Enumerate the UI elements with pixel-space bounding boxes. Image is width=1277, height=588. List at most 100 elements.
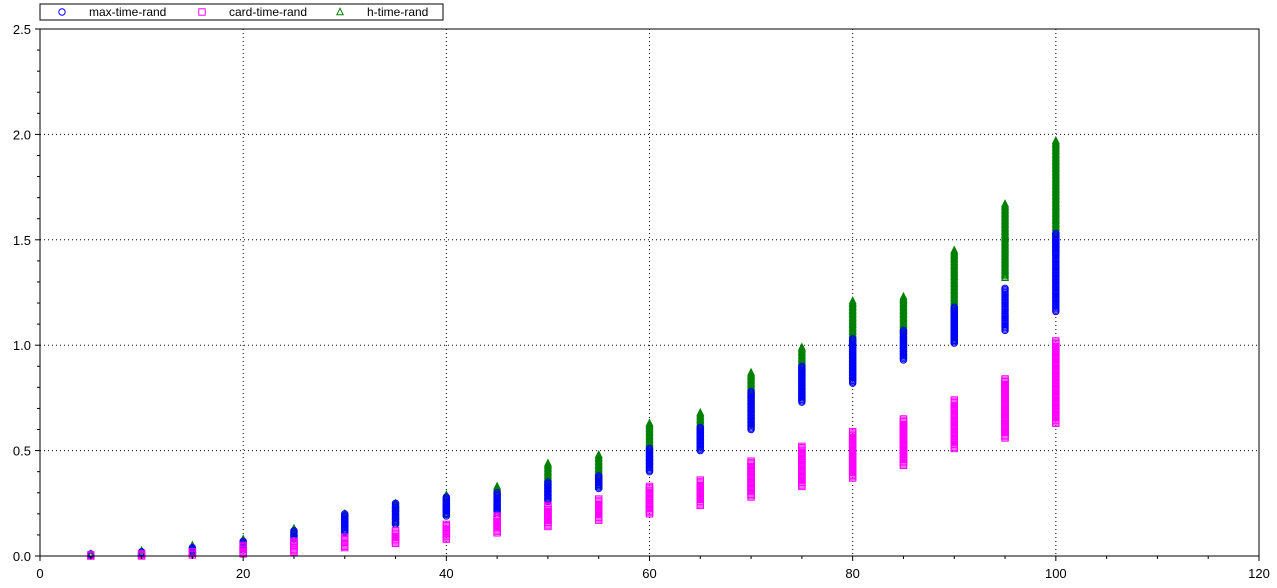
data-point	[188, 548, 197, 556]
data-column	[442, 520, 451, 543]
data-column	[798, 442, 806, 491]
x-tick-label: 20	[236, 566, 250, 581]
data-point	[848, 296, 857, 305]
data-point	[239, 537, 247, 545]
data-point	[645, 419, 654, 428]
data-point	[341, 533, 349, 541]
legend-label: card-time-rand	[229, 5, 307, 19]
data-point	[848, 297, 857, 306]
data-point	[899, 326, 908, 335]
y-tick-label: 1.5	[13, 233, 31, 248]
series-max-time-rand	[87, 229, 1060, 560]
data-point	[1001, 375, 1009, 383]
data-point	[544, 501, 552, 510]
data-point	[1001, 284, 1009, 292]
data-point	[594, 451, 603, 460]
data-point	[797, 343, 806, 352]
data-column	[848, 427, 857, 482]
data-point	[1051, 137, 1060, 146]
data-point	[442, 493, 451, 501]
plot-frame	[39, 28, 1260, 557]
data-point	[543, 459, 552, 468]
x-tick-label: 120	[1248, 566, 1270, 581]
data-point	[1052, 337, 1060, 345]
legend-marker	[335, 7, 345, 16]
data-column	[899, 326, 908, 364]
data-point	[798, 362, 806, 370]
data-column	[391, 527, 400, 548]
legend-marker	[198, 8, 206, 16]
data-point	[747, 457, 755, 465]
x-tick-label: 40	[439, 566, 453, 581]
data-point	[239, 541, 247, 550]
data-point	[391, 499, 400, 507]
data-column	[493, 512, 501, 537]
data-point	[645, 444, 654, 453]
data-point	[543, 458, 552, 467]
y-tick-label: 1.0	[13, 338, 31, 353]
data-point	[696, 407, 705, 416]
data-column	[645, 444, 654, 476]
data-point	[1001, 199, 1010, 208]
series-card-time-rand	[87, 337, 1060, 560]
data-column	[950, 303, 958, 347]
data-column	[645, 482, 654, 518]
data-point	[950, 245, 959, 254]
x-axis-tick-labels: 0 20 40 60 80 100 120	[36, 566, 1269, 581]
data-point	[848, 427, 857, 436]
data-point	[848, 335, 857, 343]
data-column	[442, 493, 451, 520]
data-column	[848, 335, 857, 387]
data-column	[239, 541, 247, 558]
data-point	[950, 246, 959, 255]
grid-lines	[40, 29, 1259, 556]
data-point	[290, 537, 298, 545]
data-point	[645, 418, 654, 427]
data-column	[1001, 284, 1009, 335]
data-column	[1001, 375, 1009, 442]
data-point	[950, 396, 958, 404]
data-column	[544, 501, 552, 531]
data-point	[391, 527, 400, 535]
data-column	[595, 472, 603, 493]
x-tick-label: 0	[36, 566, 43, 581]
data-point	[493, 489, 501, 497]
data-column	[696, 476, 704, 510]
data-marks	[86, 135, 1060, 560]
data-point	[899, 291, 908, 300]
y-tick-label: 0.5	[13, 444, 31, 459]
legend-box	[39, 3, 444, 21]
data-column	[595, 495, 603, 524]
legend: max-time-rand card-time-rand h-time-rand	[39, 3, 444, 21]
x-tick-label: 100	[1045, 566, 1067, 581]
data-point	[1052, 229, 1060, 238]
data-point	[747, 387, 755, 396]
data-column	[798, 362, 806, 406]
data-point	[493, 512, 501, 520]
data-column	[696, 423, 704, 455]
legend-label: max-time-rand	[89, 5, 166, 19]
legend-label: h-time-rand	[367, 5, 428, 19]
data-column	[1052, 337, 1060, 427]
data-point	[950, 303, 958, 311]
series-h-time-rand	[86, 135, 1060, 560]
data-column	[747, 387, 755, 434]
axis-ticks	[35, 28, 1260, 561]
data-point	[899, 293, 908, 302]
legend-marker	[58, 8, 66, 16]
data-column	[1052, 229, 1060, 316]
data-point	[442, 520, 451, 529]
data-column	[188, 548, 197, 559]
data-column	[1001, 199, 1010, 281]
y-tick-label: 2.5	[13, 22, 31, 37]
y-tick-label: 2.0	[13, 127, 31, 142]
data-point	[747, 369, 756, 378]
data-point	[544, 478, 552, 486]
x-tick-label: 60	[642, 566, 656, 581]
data-point	[1051, 135, 1060, 144]
y-tick-label: 0.0	[13, 549, 31, 564]
data-point	[696, 476, 704, 484]
data-point	[797, 342, 806, 351]
data-column	[950, 396, 958, 453]
